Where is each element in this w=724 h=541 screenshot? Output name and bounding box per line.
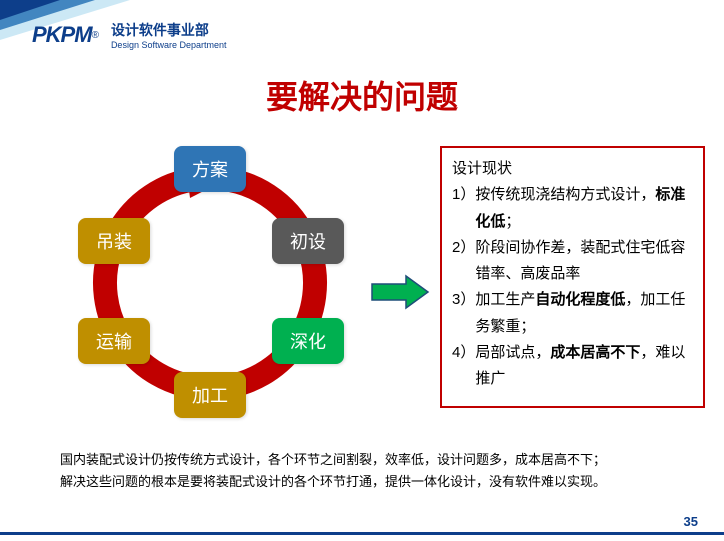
status-item-text: 阶段间协作差，装配式住宅低容错率、高废品率 <box>475 235 693 288</box>
status-item-3: 4）局部试点，成本居高不下，难以推广 <box>452 340 693 393</box>
status-item-bold: 成本居高不下 <box>550 344 640 361</box>
page-number: 35 <box>684 514 698 529</box>
cycle-node-0: 方案 <box>174 146 246 192</box>
status-item-1: 2）阶段间协作差，装配式住宅低容错率、高废品率 <box>452 235 693 288</box>
status-item-text: 按传统现浇结构方式设计，标准化低； <box>475 182 693 235</box>
logo-text: PKPM <box>32 22 92 48</box>
cycle-node-4: 运输 <box>78 318 150 364</box>
cycle-node-1: 初设 <box>272 218 344 264</box>
cycle-diagram: 方案初设深化加工运输 吊装 <box>50 140 370 420</box>
status-title: 设计现状 <box>452 156 693 182</box>
status-item-0: 1）按传统现浇结构方式设计，标准化低； <box>452 182 693 235</box>
status-item-text: 局部试点，成本居高不下，难以推广 <box>475 340 693 393</box>
status-item-num: 4） <box>452 340 475 393</box>
bottom-line <box>0 532 724 535</box>
dept-en: Design Software Department <box>111 40 227 50</box>
footer-line-1: 国内装配式设计仍按传统方式设计，各个环节之间割裂，效率低，设计问题多，成本居高不… <box>60 449 664 471</box>
status-item-2: 3）加工生产自动化程度低，加工任务繁重； <box>452 287 693 340</box>
status-item-num: 1） <box>452 182 475 235</box>
cycle-node-2: 深化 <box>272 318 344 364</box>
page-title: 要解决的问题 <box>0 72 724 118</box>
status-item-num: 2） <box>452 235 475 288</box>
status-item-bold: 标准化低 <box>475 186 685 229</box>
arrow-right-icon <box>370 274 430 310</box>
status-item-bold: 自动化程度低 <box>535 291 625 308</box>
footer-text: 国内装配式设计仍按传统方式设计，各个环节之间割裂，效率低，设计问题多，成本居高不… <box>60 449 664 493</box>
status-item-text: 加工生产自动化程度低，加工任务繁重； <box>475 287 693 340</box>
logo: PKPM ® <box>32 22 99 48</box>
status-box: 设计现状 1）按传统现浇结构方式设计，标准化低；2）阶段间协作差，装配式住宅低容… <box>440 146 705 408</box>
logo-reg: ® <box>92 30 99 41</box>
dept-block: 设计软件事业部 Design Software Department <box>111 20 227 50</box>
header: PKPM ® 设计软件事业部 Design Software Departmen… <box>32 20 227 50</box>
dept-cn: 设计软件事业部 <box>111 20 227 40</box>
status-list: 1）按传统现浇结构方式设计，标准化低；2）阶段间协作差，装配式住宅低容错率、高废… <box>452 182 693 392</box>
cycle-node-5: 吊装 <box>78 218 150 264</box>
cycle-node-3: 加工 <box>174 372 246 418</box>
status-item-num: 3） <box>452 287 475 340</box>
footer-line-2: 解决这些问题的根本是要将装配式设计的各个环节打通，提供一体化设计，没有软件难以实… <box>60 471 664 493</box>
